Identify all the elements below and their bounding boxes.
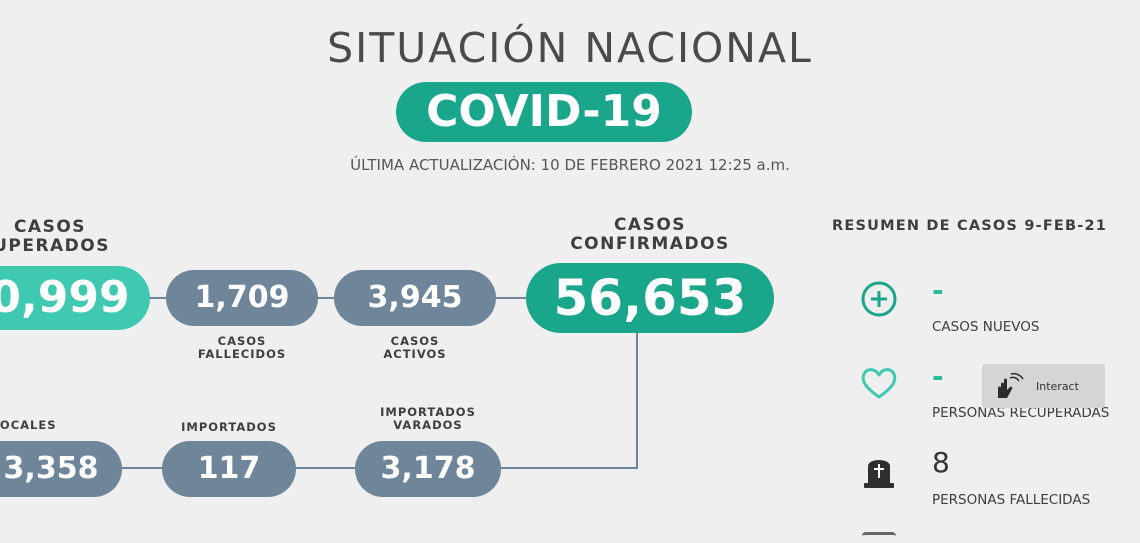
activos-label: CASOS ACTIVOS: [334, 335, 496, 361]
activos-label-bottom: ACTIVOS: [383, 347, 447, 361]
fallecidos-label-top: CASOS: [217, 334, 267, 348]
confirmados-label-top: CASOS: [613, 215, 687, 235]
resumen-title: RESUMEN DE CASOS 9-FEB-21: [832, 218, 1108, 234]
recuperados-label-top: CASOS: [13, 217, 87, 237]
confirmados-label-bottom: CONFIRMADOS: [570, 234, 730, 254]
casos-nuevos-label: CASOS NUEVOS: [932, 319, 1040, 335]
fallecidos-label-bottom: FALLECIDOS: [197, 347, 287, 361]
personas-recuperadas-label: PERSONAS RECUPERADAS: [932, 405, 1110, 421]
confirmados-label: CASOS CONFIRMADOS: [526, 216, 774, 254]
interact-button[interactable]: Interact: [982, 364, 1105, 408]
covid-badge: COVID-19: [396, 82, 692, 142]
page-title: SITUACIÓN NACIONAL: [327, 24, 813, 72]
connector-line-vertical: [636, 330, 638, 469]
fallecidos-value: 1,709: [166, 270, 318, 326]
hand-pointer-icon: [992, 372, 1026, 405]
activos-value: 3,945: [334, 270, 496, 326]
locales-label: LOCALES: [0, 418, 57, 432]
recuperados-label: CASOS UPERADOS: [0, 218, 130, 256]
importados-value: 117: [162, 441, 296, 497]
varados-label-bottom: VARADOS: [393, 418, 463, 432]
plus-circle-icon: [858, 278, 900, 320]
tombstone-icon: [858, 448, 900, 490]
fallecidos-label: CASOS FALLECIDOS: [166, 335, 318, 361]
personas-fallecidas-label: PERSONAS FALLECIDAS: [932, 492, 1091, 508]
recuperados-label-bottom: UPERADOS: [0, 236, 110, 256]
personas-fallecidas-value: 8: [932, 446, 950, 479]
varados-label: IMPORTADOS VARADOS: [355, 406, 501, 432]
partial-icon: [862, 532, 896, 543]
personas-recuperadas-value: -: [932, 360, 944, 393]
interact-label: Interact: [1036, 380, 1079, 393]
varados-value: 3,178: [355, 441, 501, 497]
activos-label-top: CASOS: [390, 334, 440, 348]
last-updated: ÚLTIMA ACTUALIZACIÓN: 10 DE FEBRERO 2021…: [350, 156, 790, 174]
casos-nuevos-value: -: [932, 274, 944, 307]
locales-value: 3,358: [0, 441, 122, 497]
heart-icon: [858, 362, 900, 404]
importados-label: IMPORTADOS: [181, 420, 277, 434]
recuperados-value: 0,999: [0, 266, 150, 330]
confirmados-value: 56,653: [526, 263, 774, 333]
varados-label-top: IMPORTADOS: [380, 405, 476, 419]
